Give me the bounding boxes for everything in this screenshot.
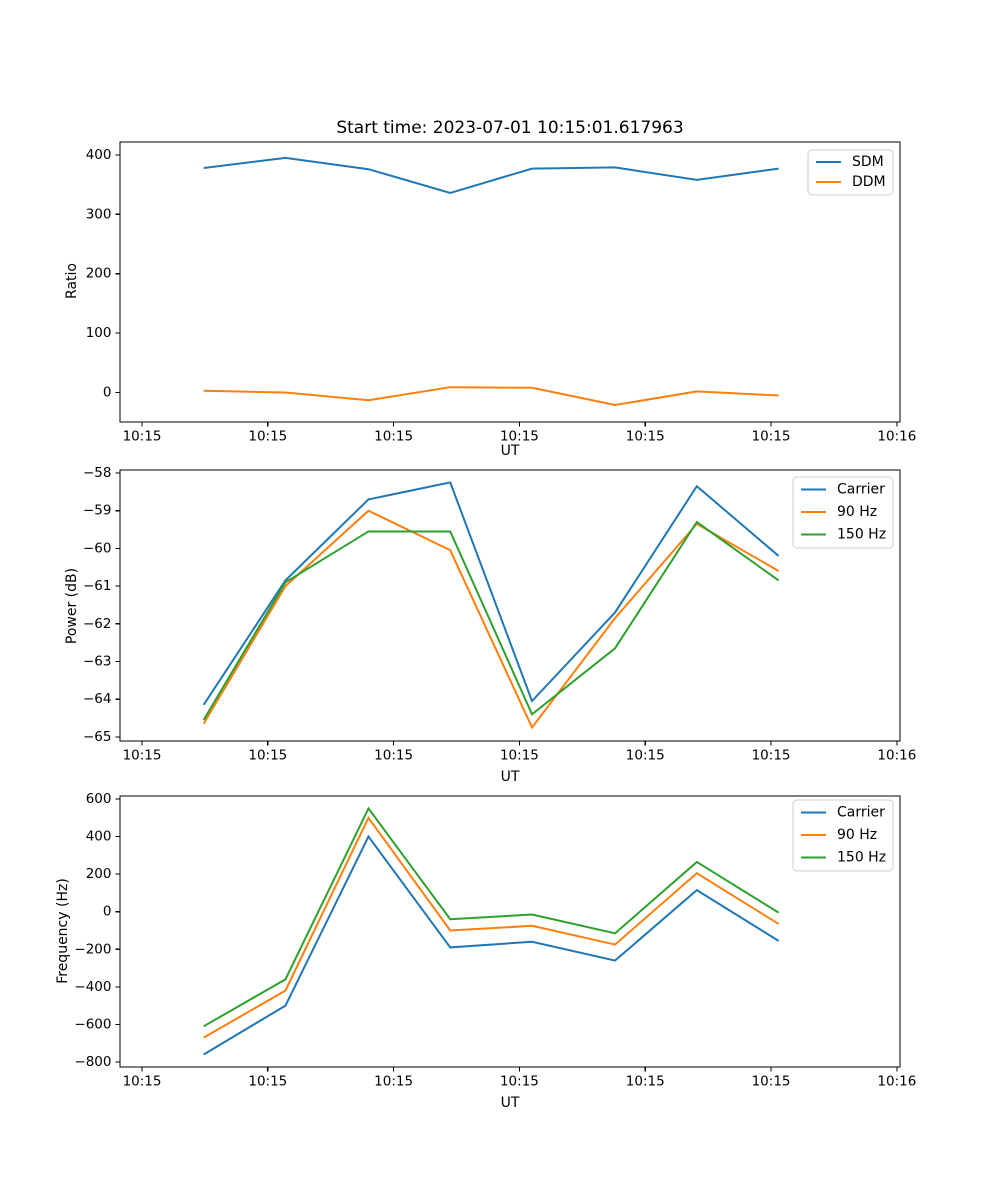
- x-tick-label-power: 10:16: [877, 748, 916, 764]
- series-line-carrier: [202, 481, 780, 706]
- legend-box-power: [792, 476, 894, 549]
- series-line-sdm: [203, 156, 779, 195]
- y-tick-label-power: −60: [83, 540, 112, 556]
- x-tick-label-ratio: 10:15: [500, 429, 539, 445]
- x-tick-label-ratio: 10:15: [626, 429, 665, 445]
- xaxis-label-ratio-plot: UT: [500, 443, 520, 459]
- plot-frame-ratio: [119, 141, 901, 423]
- y-tick-label-frequency: −600: [74, 1016, 111, 1032]
- y-tick-label-power: −65: [83, 729, 112, 745]
- yaxis-label-frequency: Frequency (Hz): [55, 878, 71, 984]
- yaxis-label-ratio: Ratio: [64, 263, 80, 299]
- x-tick-label-frequency: 10:15: [626, 1074, 665, 1090]
- y-tick-label-ratio: 0: [103, 385, 112, 401]
- x-tick-label-frequency: 10:15: [123, 1074, 162, 1090]
- y-tick-label-power: −64: [83, 691, 112, 707]
- yaxis-label-power: Power (dB): [64, 567, 80, 645]
- x-tick-label-frequency: 10:15: [248, 1074, 287, 1090]
- y-tick-label-frequency: 0: [103, 904, 112, 920]
- y-tick-label-power: −58: [83, 465, 112, 481]
- series-line-150-hz: [202, 520, 780, 721]
- x-tick-label-power: 10:15: [752, 748, 791, 764]
- legend-label-150-hz: 150 Hz: [837, 527, 886, 543]
- y-tick-label-ratio: 200: [86, 266, 112, 282]
- x-tick-label-frequency: 10:15: [752, 1074, 791, 1090]
- legend-label-90-hz: 90 Hz: [837, 827, 877, 843]
- x-tick-label-power: 10:15: [374, 748, 413, 764]
- x-tick-label-power: 10:15: [123, 748, 162, 764]
- y-tick-label-power: −63: [83, 653, 112, 669]
- x-tick-label-frequency: 10:15: [500, 1074, 539, 1090]
- y-tick-label-ratio: 300: [86, 206, 112, 222]
- y-tick-label-frequency: −400: [74, 979, 111, 995]
- xaxis-label-power-plot: UT: [500, 769, 520, 785]
- legend-label-carrier: Carrier: [837, 482, 885, 498]
- x-tick-label-ratio: 10:15: [752, 429, 791, 445]
- figure-title: Start time: 2023-07-01 10:15:01.617963: [336, 118, 684, 138]
- x-tick-label-frequency: 10:16: [877, 1074, 916, 1090]
- x-tick-label-ratio: 10:15: [374, 429, 413, 445]
- y-tick-label-frequency: −200: [74, 941, 111, 957]
- legend-label-carrier: Carrier: [837, 805, 885, 821]
- y-tick-label-power: −59: [83, 503, 112, 519]
- series-line-90-hz: [202, 509, 780, 730]
- y-tick-label-frequency: 600: [86, 791, 112, 807]
- plot-frame-power: [119, 469, 901, 742]
- legend-label-sdm: SDM: [852, 154, 884, 170]
- x-tick-label-frequency: 10:15: [374, 1074, 413, 1090]
- legend-label-ddm: DDM: [852, 174, 886, 190]
- x-tick-label-power: 10:15: [626, 748, 665, 764]
- y-tick-label-frequency: 200: [86, 866, 112, 882]
- y-tick-label-frequency: −800: [74, 1054, 111, 1070]
- y-tick-label-power: −61: [83, 578, 112, 594]
- x-tick-label-power: 10:15: [248, 748, 287, 764]
- legend-label-150-hz: 150 Hz: [837, 850, 886, 866]
- series-line-90-hz: [203, 815, 780, 1039]
- x-tick-label-ratio: 10:15: [248, 429, 287, 445]
- x-tick-label-ratio: 10:16: [877, 429, 916, 445]
- series-line-ddm: [203, 386, 779, 407]
- y-tick-label-frequency: 400: [86, 829, 112, 845]
- series-line-carrier: [203, 834, 780, 1056]
- y-tick-label-ratio: 100: [86, 325, 112, 341]
- series-line-150-hz: [203, 806, 780, 1028]
- x-tick-label-power: 10:15: [500, 748, 539, 764]
- xaxis-label-frequency-plot: UT: [500, 1095, 520, 1111]
- y-tick-label-power: −62: [83, 616, 112, 632]
- y-tick-label-ratio: 400: [86, 147, 112, 163]
- legend-label-90-hz: 90 Hz: [837, 504, 877, 520]
- legend-box-frequency: [792, 799, 894, 872]
- x-tick-label-ratio: 10:15: [123, 429, 162, 445]
- plot-frame-frequency: [119, 795, 901, 1068]
